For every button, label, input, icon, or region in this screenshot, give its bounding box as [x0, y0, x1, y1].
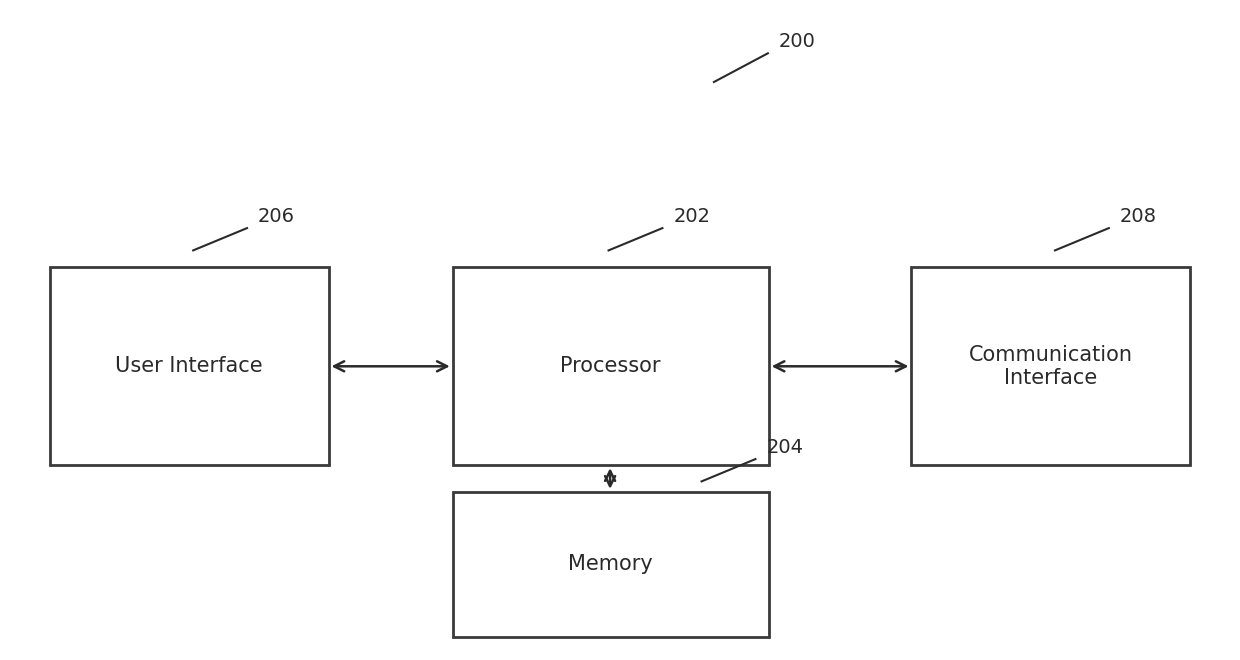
Text: Communication
Interface: Communication Interface: [968, 345, 1133, 388]
Text: Processor: Processor: [560, 356, 661, 376]
Bar: [50, 267, 329, 465]
Bar: [453, 492, 769, 637]
Text: 202: 202: [673, 207, 711, 226]
Bar: [453, 267, 769, 465]
Text: 206: 206: [258, 207, 295, 226]
Bar: [911, 267, 1190, 465]
Text: User Interface: User Interface: [115, 356, 263, 376]
Text: 208: 208: [1120, 207, 1157, 226]
Text: 200: 200: [779, 32, 816, 51]
Text: Memory: Memory: [568, 554, 653, 574]
Text: 204: 204: [766, 438, 804, 457]
